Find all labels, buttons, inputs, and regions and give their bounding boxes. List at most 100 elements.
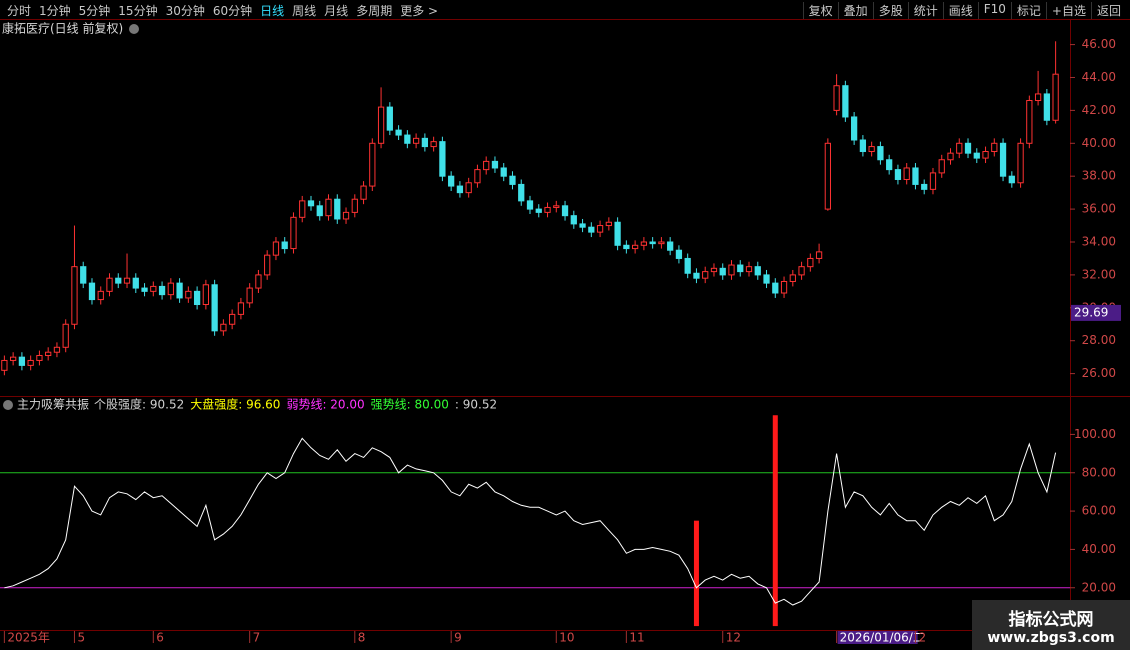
tool-button[interactable]: 标记 [1010,2,1046,19]
candle-body [421,137,429,148]
tool-button[interactable]: 复权 [802,2,838,19]
y-tick-label: 40.00 [1082,542,1116,556]
candle-body [728,264,735,276]
candle-body [815,251,823,259]
chart-title: 康拓医疗(日线 前复权) [2,21,123,36]
x-tick-label: 6 [156,631,164,645]
candle-body [544,206,551,213]
candle-body [947,152,954,161]
x-tick-label: 10 [559,631,574,645]
candle-body [596,225,604,233]
candle-body [290,216,297,250]
legend-item: 强势线: 80.00 [371,398,449,412]
candle-body [1,359,8,371]
candle-body [588,226,595,233]
period-tab[interactable]: 15分钟 [118,4,158,18]
tool-button[interactable]: F10 [977,2,1011,19]
candle-body [518,183,525,202]
y-tick-label: 44.00 [1082,70,1116,84]
candle-body [1052,73,1059,121]
period-tabs: 分时 1分钟 5分钟 15分钟 30分钟 60分钟 日线 周线 月线 多周期 更多 > [3,2,442,19]
candle-body [88,282,96,301]
candle-body [912,167,919,185]
period-tab[interactable]: 分时 [7,4,32,18]
candle-body [18,356,26,366]
candle-body [798,266,805,276]
period-tab[interactable]: 30分钟 [165,4,205,18]
period-tab[interactable]: 月线 [324,4,349,18]
period-tab[interactable]: 60分钟 [212,4,253,18]
tool-button[interactable]: 多股 [872,2,908,19]
candle-body [1026,100,1033,144]
period-tab[interactable]: 更多 > [400,4,439,18]
watermark: 指标公式网 www.zbgs3.com [972,600,1130,650]
candle-body [141,287,148,292]
candle-body [80,266,87,284]
candle-body [859,139,867,153]
candle-body [570,215,577,225]
candle-body [763,274,770,284]
candle-body [62,323,69,348]
x-tick-label: 2 [918,631,926,645]
candle-body [36,355,43,361]
date-highlight [837,631,918,644]
candle-body [299,200,306,218]
tool-button[interactable]: 返回 [1090,2,1126,19]
candle-body [824,142,831,210]
signal-bar [772,415,778,627]
candle-body [281,241,288,250]
tool-button[interactable]: 叠加 [837,2,873,19]
candle-body [710,267,718,273]
tool-button[interactable]: +自选 [1045,2,1091,19]
candle-body [754,266,761,276]
candle-body [465,182,472,194]
candle-body [342,211,350,220]
candle-body [386,106,393,131]
candle-body [999,142,1007,177]
x-tick-label: 8 [358,631,366,645]
y-tick-label: 46.00 [1082,37,1116,51]
period-tab[interactable]: 1分钟 [39,4,71,18]
candle-body [167,282,174,296]
candle-body [10,356,17,361]
candle-body [964,142,972,154]
candle-body [150,285,157,292]
price-tag-box [1071,304,1121,321]
period-tab[interactable]: 日线 [260,4,285,18]
candle-body [106,277,113,292]
x-tick-label: 7 [253,631,261,645]
candle-body [132,277,139,289]
candle-body [833,85,840,111]
candle-body [334,198,341,220]
period-tab[interactable]: 多周期 [356,4,393,18]
candle-body [658,241,665,245]
candle-body [535,208,542,213]
period-tab[interactable]: 周线 [292,4,317,18]
candle-body [176,282,183,299]
y-tick-label: 34.00 [1082,235,1116,249]
candle-body [991,142,998,153]
tool-button[interactable]: 统计 [907,2,943,19]
candle-body [614,221,621,246]
candle-body [667,241,674,251]
candle-body [886,159,893,171]
candle-body [877,146,884,161]
period-tab[interactable]: 5分钟 [78,4,111,18]
candle-body [351,198,358,213]
title-menu-icon[interactable] [129,24,139,34]
candle-body [272,241,280,256]
candle-body [474,169,481,184]
candle-body [807,257,814,268]
candle-body [640,241,648,246]
candle-body [316,205,323,217]
indicator-menu-icon[interactable] [3,400,13,410]
candle-body [675,249,683,259]
candle-body [27,359,34,366]
tool-button[interactable]: 画线 [942,2,978,19]
candle-body [903,167,910,180]
candle-body [553,205,560,208]
candle-body [325,198,332,217]
y-tick-label: 36.00 [1082,202,1116,216]
